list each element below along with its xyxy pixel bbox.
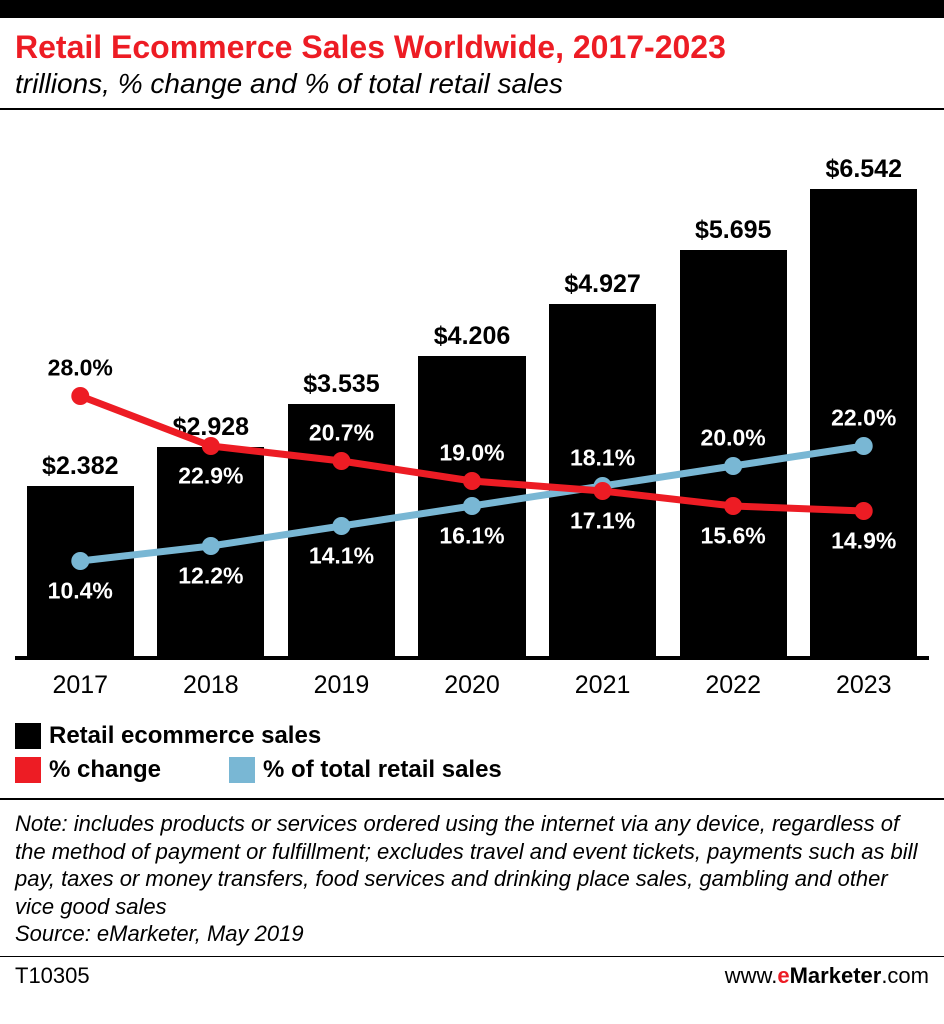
share-label: 16.1% bbox=[439, 523, 504, 550]
change-label: 14.9% bbox=[831, 528, 896, 555]
change-label: 28.0% bbox=[48, 355, 113, 382]
x-axis-label: 2018 bbox=[146, 665, 277, 700]
swatch-share bbox=[229, 757, 255, 783]
line-labels-layer: 28.0% 22.9% 20.7% 19.0% 17.1% 15.6% 14.9% 10.4%… bbox=[15, 156, 929, 656]
change-label: 15.6% bbox=[701, 523, 766, 550]
legend-item-change: % change bbox=[15, 756, 161, 784]
x-axis-label: 2017 bbox=[15, 665, 146, 700]
share-label: 12.2% bbox=[178, 563, 243, 590]
swatch-change bbox=[15, 757, 41, 783]
share-label: 18.1% bbox=[570, 445, 635, 472]
share-label: 10.4% bbox=[48, 578, 113, 605]
share-label: 22.0% bbox=[831, 405, 896, 432]
share-label: 20.0% bbox=[701, 425, 766, 452]
chart-title: Retail Ecommerce Sales Worldwide, 2017-2… bbox=[15, 28, 929, 66]
legend-label-change: % change bbox=[49, 756, 161, 784]
legend-item-share: % of total retail sales bbox=[229, 756, 502, 784]
legend: Retail ecommerce sales % change % of tot… bbox=[0, 710, 944, 800]
change-label: 22.9% bbox=[178, 463, 243, 490]
x-axis-label: 2021 bbox=[537, 665, 668, 700]
change-label: 20.7% bbox=[309, 420, 374, 447]
change-label: 17.1% bbox=[570, 508, 635, 535]
x-axis-label: 2022 bbox=[668, 665, 799, 700]
chart-header: Retail Ecommerce Sales Worldwide, 2017-2… bbox=[0, 18, 944, 110]
x-axis: 2017201820192020202120222023 bbox=[15, 665, 929, 700]
x-axis-label: 2020 bbox=[407, 665, 538, 700]
legend-item-bars: Retail ecommerce sales bbox=[15, 722, 321, 750]
brand-link: www.eMarketer.com bbox=[725, 963, 929, 989]
legend-row-2: % change % of total retail sales bbox=[15, 756, 929, 784]
chart-subtitle: trillions, % change and % of total retai… bbox=[15, 68, 929, 100]
legend-label-share: % of total retail sales bbox=[263, 756, 502, 784]
change-label: 19.0% bbox=[439, 440, 504, 467]
legend-row-1: Retail ecommerce sales bbox=[15, 722, 929, 750]
share-label: 14.1% bbox=[309, 543, 374, 570]
note-block: Note: includes products or services orde… bbox=[0, 800, 944, 957]
x-axis-label: 2023 bbox=[798, 665, 929, 700]
note-source: Source: eMarketer, May 2019 bbox=[15, 921, 304, 946]
chart-code: T10305 bbox=[15, 963, 90, 989]
x-axis-label: 2019 bbox=[276, 665, 407, 700]
note-text: Note: includes products or services orde… bbox=[15, 811, 917, 919]
chart-area: $2.382$2.928$3.535$4.206$4.927$5.695$6.5… bbox=[15, 140, 929, 700]
swatch-bars bbox=[15, 723, 41, 749]
top-bar bbox=[0, 0, 944, 18]
footer: T10305 www.eMarketer.com bbox=[0, 957, 944, 995]
legend-label-bars: Retail ecommerce sales bbox=[49, 722, 321, 750]
